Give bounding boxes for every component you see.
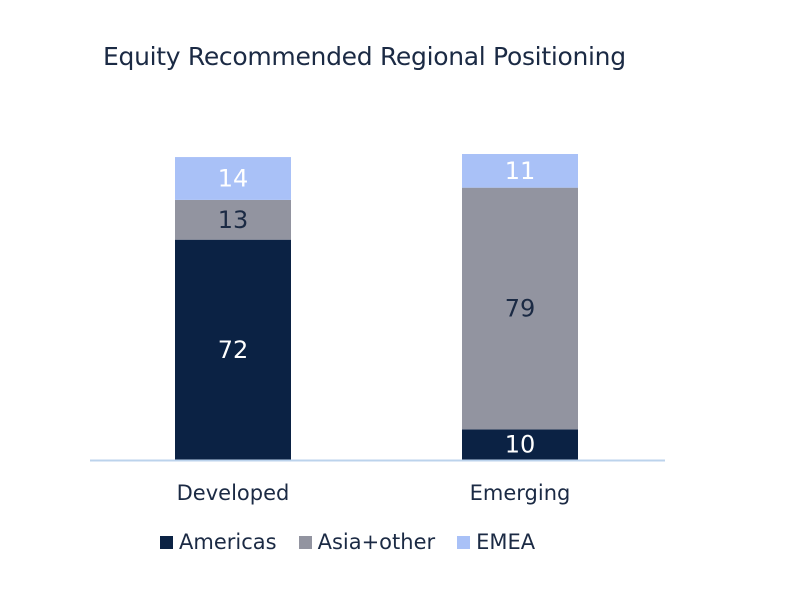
data-label-developed-americas: 72 bbox=[218, 336, 249, 364]
data-label-developed-asia-other: 13 bbox=[218, 206, 249, 234]
bar-emerging-asia-other bbox=[462, 187, 578, 430]
legend-label-emea: EMEA bbox=[476, 530, 536, 554]
data-label-emerging-emea: 11 bbox=[505, 157, 536, 185]
x-tick-label-emerging: Emerging bbox=[470, 481, 571, 505]
bar-developed-americas bbox=[175, 239, 291, 460]
legend-label-asia-other: Asia+other bbox=[317, 530, 436, 554]
legend-swatch-emea bbox=[457, 535, 471, 549]
legend-item-americas: Americas bbox=[160, 530, 277, 554]
bar-emerging-americas bbox=[462, 429, 578, 460]
bar-developed-asia-other bbox=[175, 199, 291, 240]
bars-layer: 72 13 14 10 79 11 bbox=[175, 154, 578, 460]
x-tick-label-developed: Developed bbox=[177, 481, 290, 505]
chart-title: Equity Recommended Regional Positioning bbox=[103, 42, 626, 71]
legend: Americas Asia+other EMEA bbox=[160, 530, 557, 554]
data-label-emerging-asia-other: 79 bbox=[505, 295, 536, 323]
bar-emerging-emea bbox=[462, 154, 578, 188]
data-label-emerging-americas: 10 bbox=[505, 431, 536, 459]
legend-item-asia-other: Asia+other bbox=[298, 530, 436, 554]
bar-developed-emea bbox=[175, 157, 291, 200]
legend-swatch-americas bbox=[160, 535, 173, 549]
x-tick-labels: Developed Emerging bbox=[177, 481, 571, 505]
legend-swatch-asia-other bbox=[298, 535, 312, 549]
data-label-developed-emea: 14 bbox=[218, 164, 249, 192]
legend-item-emea: EMEA bbox=[457, 530, 535, 554]
legend-label-americas: Americas bbox=[179, 530, 277, 554]
